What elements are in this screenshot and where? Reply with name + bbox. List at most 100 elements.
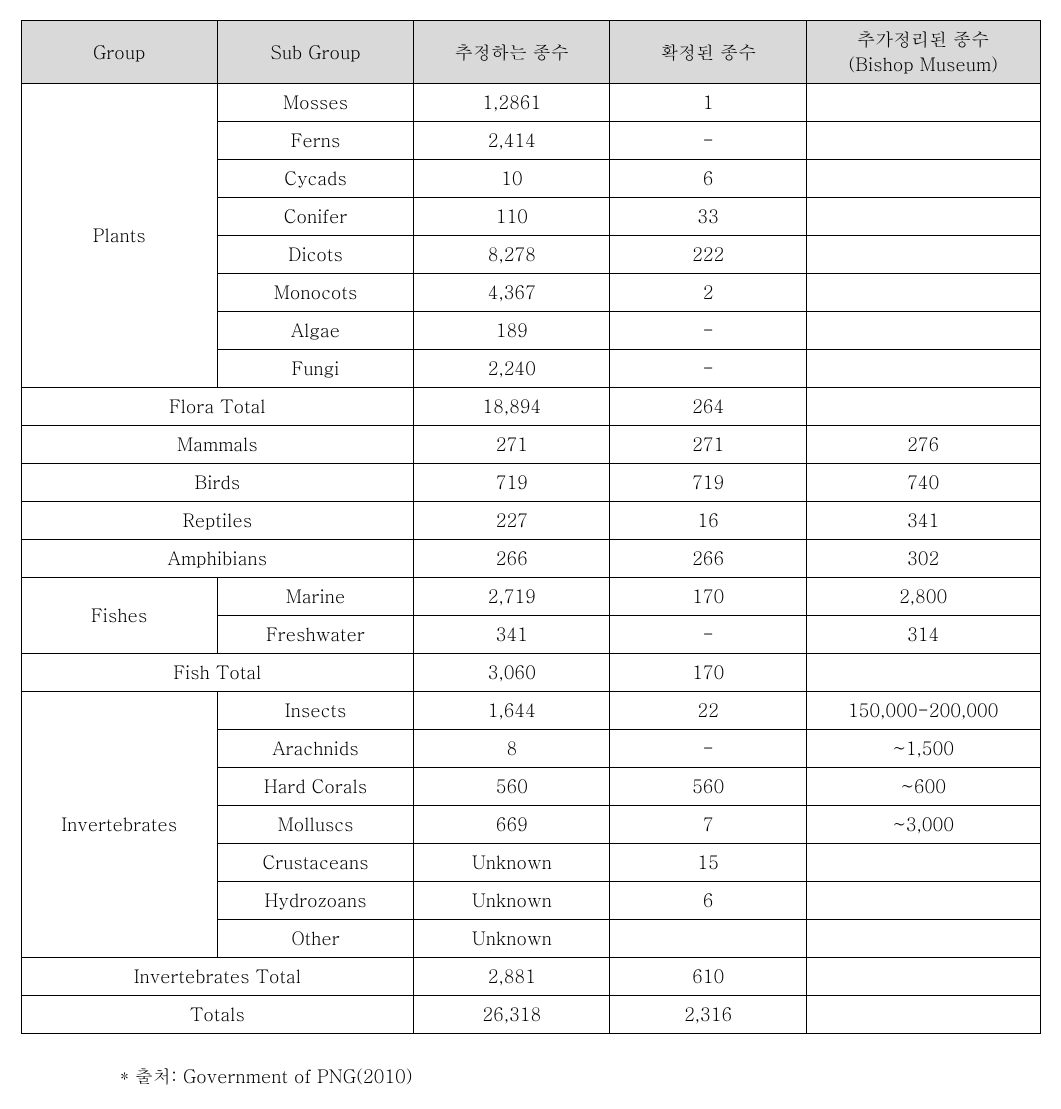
table-row: Invertebrates Total 2,881 610 (21, 958, 1040, 996)
cell-add (806, 350, 1040, 388)
header-additional-line2: (Bishop Museum) (848, 52, 997, 77)
group-invertebrates: Invertebrates (21, 692, 217, 958)
cell-conf: - (610, 730, 806, 768)
cell-sub: Other (217, 920, 413, 958)
fish-total-label: Fish Total (21, 654, 414, 692)
cell-sub: Molluscs (217, 806, 413, 844)
cell-est: 1,2861 (414, 84, 610, 122)
source-note: * 출처: Government of PNG(2010) (20, 1064, 1061, 1089)
amphibians-label: Amphibians (21, 540, 414, 578)
cell-est: Unknown (414, 920, 610, 958)
table-row: Mammals 271 271 276 (21, 426, 1040, 464)
cell-add: 150,000-200,000 (806, 692, 1040, 730)
cell-est: 8 (414, 730, 610, 768)
cell-conf: 719 (610, 464, 806, 502)
header-estimated: 추정하는 종수 (414, 21, 610, 84)
cell-add: 341 (806, 502, 1040, 540)
cell-add (806, 996, 1040, 1034)
cell-sub: Freshwater (217, 616, 413, 654)
cell-sub: Arachnids (217, 730, 413, 768)
cell-sub: Hydrozoans (217, 882, 413, 920)
reptiles-label: Reptiles (21, 502, 414, 540)
cell-add (806, 654, 1040, 692)
cell-conf: - (610, 312, 806, 350)
cell-sub: Monocots (217, 274, 413, 312)
cell-add: 302 (806, 540, 1040, 578)
cell-est: 26,318 (414, 996, 610, 1034)
cell-conf: 2 (610, 274, 806, 312)
cell-add (806, 84, 1040, 122)
table-row: Invertebrates Insects 1,644 22 150,000-2… (21, 692, 1040, 730)
header-additional-line1: 추가정리된 종수 (857, 27, 989, 52)
table-row: Reptiles 227 16 341 (21, 502, 1040, 540)
cell-est: 341 (414, 616, 610, 654)
cell-conf: 560 (610, 768, 806, 806)
cell-add (806, 122, 1040, 160)
header-row: Group Sub Group 추정하는 종수 확정된 종수 추가정리된 종수 … (21, 21, 1040, 84)
cell-conf: 6 (610, 882, 806, 920)
cell-est: 189 (414, 312, 610, 350)
cell-sub: Hard Corals (217, 768, 413, 806)
cell-add: ~3,000 (806, 806, 1040, 844)
cell-est: 2,881 (414, 958, 610, 996)
group-plants: Plants (21, 84, 217, 388)
cell-est: 2,414 (414, 122, 610, 160)
cell-conf (610, 920, 806, 958)
cell-add (806, 274, 1040, 312)
cell-add (806, 312, 1040, 350)
cell-conf: 1 (610, 84, 806, 122)
cell-add (806, 882, 1040, 920)
invert-total-label: Invertebrates Total (21, 958, 414, 996)
table-row: Totals 26,318 2,316 (21, 996, 1040, 1034)
cell-est: 719 (414, 464, 610, 502)
cell-add (806, 236, 1040, 274)
cell-conf: 222 (610, 236, 806, 274)
cell-add: 2,800 (806, 578, 1040, 616)
cell-conf: 33 (610, 198, 806, 236)
cell-add: 314 (806, 616, 1040, 654)
species-table: Group Sub Group 추정하는 종수 확정된 종수 추가정리된 종수 … (21, 20, 1041, 1034)
cell-conf: 170 (610, 654, 806, 692)
cell-est: 271 (414, 426, 610, 464)
table-row: Fish Total 3,060 170 (21, 654, 1040, 692)
cell-add: 740 (806, 464, 1040, 502)
cell-est: 3,060 (414, 654, 610, 692)
cell-sub: Insects (217, 692, 413, 730)
cell-sub: Dicots (217, 236, 413, 274)
cell-add (806, 844, 1040, 882)
cell-conf: 7 (610, 806, 806, 844)
cell-add: ~600 (806, 768, 1040, 806)
table-row: Flora Total 18,894 264 (21, 388, 1040, 426)
cell-conf: - (610, 122, 806, 160)
cell-est: Unknown (414, 844, 610, 882)
group-fishes: Fishes (21, 578, 217, 654)
cell-est: 669 (414, 806, 610, 844)
cell-est: 2,719 (414, 578, 610, 616)
cell-conf: 271 (610, 426, 806, 464)
cell-add (806, 160, 1040, 198)
cell-conf: 2,316 (610, 996, 806, 1034)
cell-conf: 15 (610, 844, 806, 882)
cell-conf: - (610, 616, 806, 654)
table-row: Plants Mosses 1,2861 1 (21, 84, 1040, 122)
cell-est: 560 (414, 768, 610, 806)
cell-add (806, 388, 1040, 426)
cell-est: 1,644 (414, 692, 610, 730)
header-subgroup: Sub Group (217, 21, 413, 84)
cell-conf: 6 (610, 160, 806, 198)
birds-label: Birds (21, 464, 414, 502)
header-group: Group (21, 21, 217, 84)
cell-sub: Fungi (217, 350, 413, 388)
cell-est: 10 (414, 160, 610, 198)
cell-sub: Cycads (217, 160, 413, 198)
cell-add (806, 920, 1040, 958)
header-additional: 추가정리된 종수 (Bishop Museum) (806, 21, 1040, 84)
header-confirmed: 확정된 종수 (610, 21, 806, 84)
cell-sub: Conifer (217, 198, 413, 236)
cell-conf: - (610, 350, 806, 388)
cell-conf: 22 (610, 692, 806, 730)
cell-sub: Crustaceans (217, 844, 413, 882)
cell-est: 110 (414, 198, 610, 236)
cell-sub: Mosses (217, 84, 413, 122)
table-row: Amphibians 266 266 302 (21, 540, 1040, 578)
